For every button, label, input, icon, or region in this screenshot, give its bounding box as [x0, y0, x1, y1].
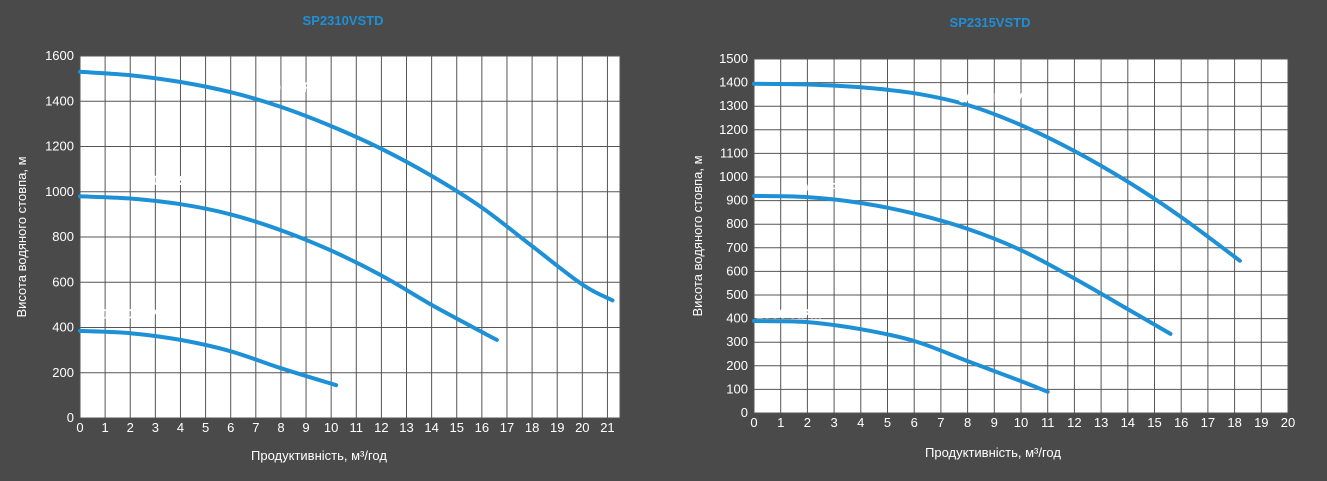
y-tick-label: 1200 — [719, 122, 748, 137]
x-tick-label: 11 — [1041, 415, 1055, 430]
x-tick-label: 4 — [177, 420, 184, 435]
x-tick-label: 9 — [302, 420, 309, 435]
y-axis-label: Висота водяного стовпа, м — [14, 156, 29, 317]
y-tick-label: 400 — [52, 320, 74, 335]
x-tick-label: 12 — [374, 420, 388, 435]
y-tick-label: 400 — [726, 311, 748, 326]
x-axis-label: Продуктивність, м³/год — [925, 445, 1061, 460]
y-tick-label: 1600 — [45, 48, 74, 63]
x-tick-label: 2 — [804, 415, 811, 430]
series-line-2400-rpm — [78, 194, 499, 342]
x-tick-label: 4 — [857, 415, 864, 430]
x-tick-label: 11 — [350, 420, 364, 435]
y-tick-label: 300 — [726, 334, 748, 349]
y-tick-label: 1200 — [45, 139, 74, 154]
chart-sp2310vstd: SP2310VSTD 0 1 2 3 4 5 6 7 8 9 10 11 12 13 14 15 16 17 18 1… — [14, 13, 621, 463]
x-tick-label: 16 — [1174, 415, 1188, 430]
y-tick-label: 1400 — [719, 75, 748, 90]
x-tick-label: 15 — [450, 420, 464, 435]
series-line-3000-rpm — [752, 81, 1242, 263]
x-tick-label: 14 — [424, 420, 438, 435]
x-tick-label: 1 — [777, 415, 784, 430]
x-tick-label: 0 — [76, 420, 83, 435]
series-line-1500-rpm — [78, 328, 339, 388]
y-tick-label: 1000 — [719, 169, 748, 184]
x-tick-label: 17 — [1201, 415, 1215, 430]
y-tick-label: 800 — [52, 229, 74, 244]
x-tick-label: 7 — [937, 415, 944, 430]
x-tick-label: 6 — [227, 420, 234, 435]
y-tick-label: 0 — [67, 410, 74, 425]
x-tick-label: 8 — [277, 420, 284, 435]
chart-title: SP2315VSTD — [950, 15, 1031, 30]
y-axis-label: Висота водяного стовпа, м — [690, 155, 705, 316]
series-labels: 3000 RPM 2400 RPM 1500 RPM — [756, 90, 1025, 322]
y-tick-label: 1100 — [720, 145, 748, 160]
x-tick-label: 17 — [500, 420, 514, 435]
grid — [753, 58, 1289, 414]
series-line-3000-rpm — [78, 69, 615, 303]
x-tick-label: 5 — [884, 415, 891, 430]
x-tick-label: 16 — [475, 420, 489, 435]
y-tick-label: 1400 — [45, 93, 74, 108]
x-tick-label: 10 — [324, 420, 338, 435]
y-tick-label: 200 — [52, 365, 74, 380]
x-tick-label: 6 — [911, 415, 918, 430]
x-tick-label: 12 — [1067, 415, 1081, 430]
y-tick-label: 800 — [726, 216, 748, 231]
x-axis-ticks: 0 1 2 3 4 5 6 7 8 9 10 11 12 13 14 15 16 17 18 19 20 — [750, 415, 1295, 430]
x-tick-label: 18 — [1227, 415, 1241, 430]
x-tick-label: 2 — [127, 420, 134, 435]
x-tick-label: 18 — [525, 420, 539, 435]
x-tick-label: 13 — [399, 420, 413, 435]
x-tick-label: 13 — [1094, 415, 1108, 430]
x-tick-label: 5 — [202, 420, 209, 435]
x-tick-label: 8 — [964, 415, 971, 430]
y-tick-label: 700 — [726, 240, 748, 255]
y-axis-ticks: 0 100 200 300 400 500 600 700 800 900 1000 1100 1200… — [719, 51, 748, 420]
series-label: 3000 RPM — [959, 90, 1025, 106]
y-tick-label: 0 — [741, 405, 748, 420]
y-tick-label: 600 — [726, 263, 748, 278]
x-tick-label: 0 — [750, 415, 757, 430]
series-label: 3000 RPM — [258, 79, 324, 95]
x-axis-label: Продуктивність, м³/год — [251, 448, 387, 463]
series-label: 2400 RPM — [785, 179, 851, 195]
series-label: 2400 RPM — [137, 172, 203, 188]
x-tick-label: 10 — [1014, 415, 1028, 430]
y-tick-label: 600 — [52, 274, 74, 289]
y-tick-label: 1300 — [719, 98, 748, 113]
x-tick-label: 20 — [1281, 415, 1295, 430]
x-tick-label: 20 — [575, 420, 589, 435]
x-tick-label: 19 — [1254, 415, 1268, 430]
x-tick-label: 9 — [991, 415, 998, 430]
x-tick-label: 3 — [152, 420, 159, 435]
y-tick-label: 100 — [726, 381, 748, 396]
series-line-2400-rpm — [752, 193, 1173, 336]
x-tick-label: 21 — [600, 420, 614, 435]
series-line-1500-rpm — [752, 319, 1050, 394]
x-tick-label: 3 — [830, 415, 837, 430]
y-tick-label: 500 — [726, 287, 748, 302]
series-group — [78, 69, 615, 388]
y-tick-label: 1500 — [719, 51, 748, 66]
series-label: 1500 RPM — [756, 306, 822, 322]
x-axis-ticks: 0 1 2 3 4 5 6 7 8 9 10 11 12 13 14 15 16 17 18 19 20 21 — [76, 420, 614, 435]
y-tick-label: 1000 — [45, 184, 74, 199]
x-tick-label: 14 — [1121, 415, 1135, 430]
y-axis-ticks: 0 200 400 600 800 1000 1200 1400 1600 — [45, 48, 74, 425]
series-group — [752, 81, 1242, 394]
series-label: 1500 RPM — [102, 305, 168, 321]
y-tick-label: 200 — [726, 358, 748, 373]
x-tick-label: 7 — [252, 420, 259, 435]
x-tick-label: 15 — [1147, 415, 1161, 430]
series-labels: 3000 RPM 2400 RPM 1500 RPM — [102, 79, 324, 321]
x-tick-label: 19 — [550, 420, 564, 435]
chart-title: SP2310VSTD — [303, 13, 384, 28]
chart-sp2315vstd: SP2315VSTD 0 1 2 3 4 5 6 7 8 9 10 11 12 13 14 15 16 17 18 1… — [690, 15, 1295, 460]
x-tick-label: 1 — [101, 420, 108, 435]
y-tick-label: 900 — [726, 193, 748, 208]
